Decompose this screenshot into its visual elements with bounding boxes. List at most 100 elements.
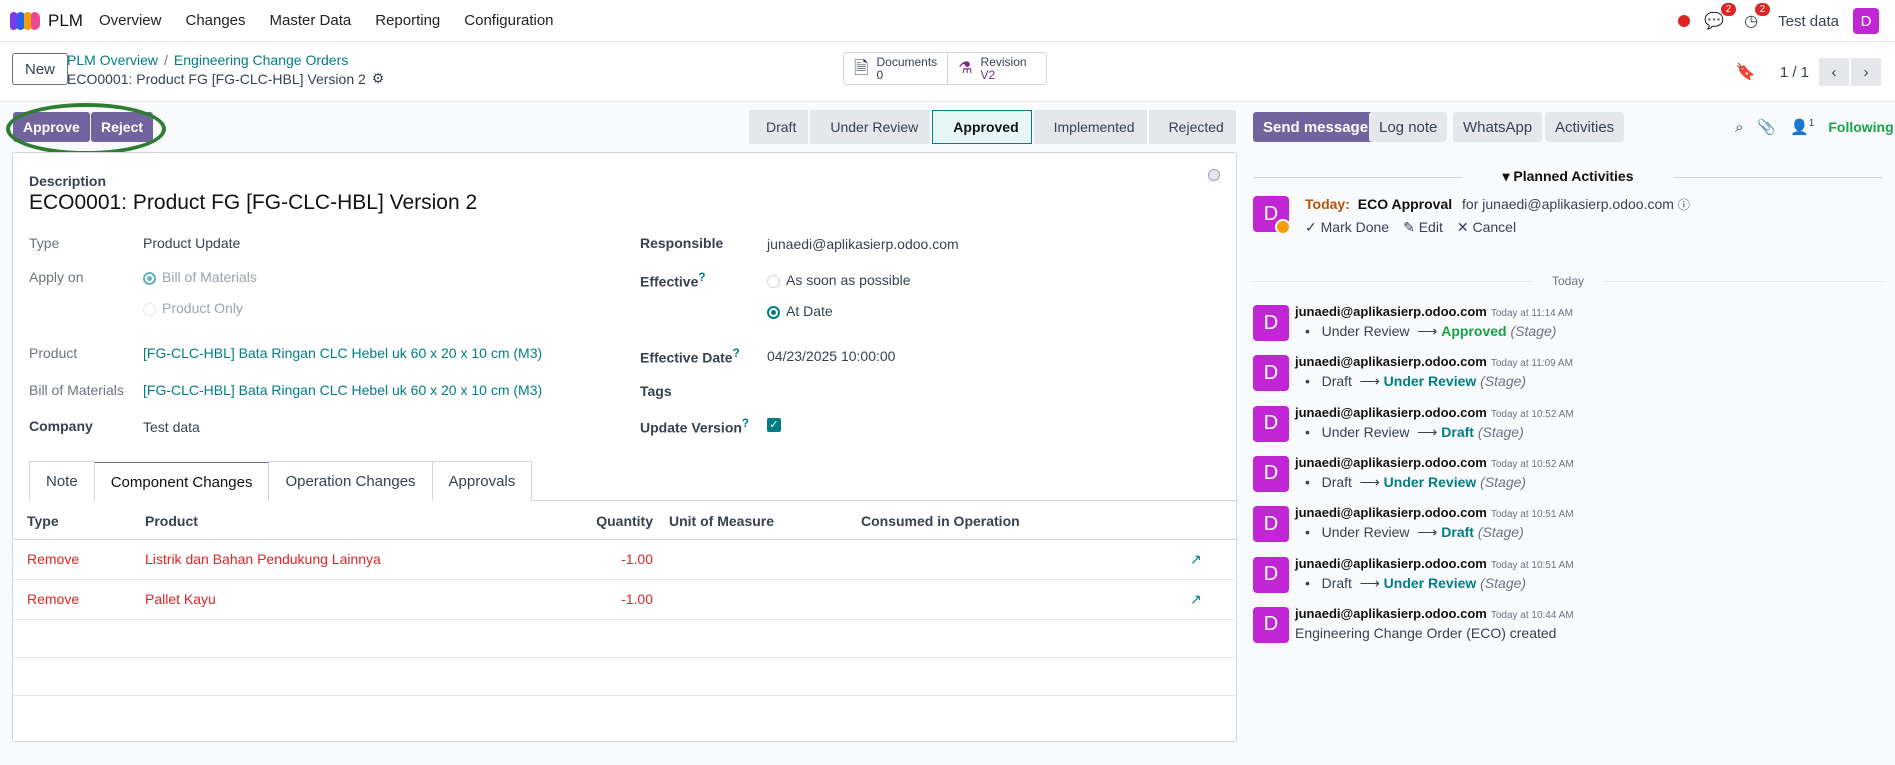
control-panel: New PLM Overview / Engineering Change Orde… <box>0 42 1895 102</box>
message-author[interactable]: junaedi@aplikasierp.odoo.com <box>1295 605 1487 621</box>
company-switcher[interactable]: Test data <box>1778 12 1839 30</box>
message-author[interactable]: junaedi@aplikasierp.odoo.com <box>1295 555 1487 571</box>
update-version-help[interactable]: ? <box>741 417 750 430</box>
info-icon[interactable]: ⓘ <box>1677 198 1690 212</box>
eco-title[interactable]: ECO0001: Product FG [FG-CLC-HBL] Version… <box>29 191 478 214</box>
menu-reporting[interactable]: Reporting <box>375 12 441 29</box>
row-quantity: -1.00 <box>511 579 661 620</box>
message-author[interactable]: junaedi@aplikasierp.odoo.com <box>1295 505 1487 521</box>
table-row[interactable]: Remove Pallet Kayu -1.00 ↗ <box>13 579 1236 620</box>
message-author[interactable]: junaedi@aplikasierp.odoo.com <box>1295 304 1487 319</box>
edit-link[interactable]: ✎ Edit <box>1403 219 1443 235</box>
chat-icon[interactable]: 💬 2 <box>1704 3 1737 31</box>
pager-next-button[interactable]: › <box>1851 58 1881 86</box>
mark-done-link[interactable]: ✓ Mark Done <box>1305 219 1390 235</box>
apply-product-option[interactable]: Product Only <box>143 300 243 316</box>
followers-icon[interactable]: 👤1 <box>1790 118 1815 136</box>
product-link[interactable]: [FG-CLC-HBL] Bata Ringan CLC Hebel uk 60… <box>143 345 543 361</box>
col-product[interactable]: Product <box>131 503 511 540</box>
whatsapp-button[interactable]: WhatsApp <box>1453 112 1543 142</box>
message-author[interactable]: junaedi@aplikasierp.odoo.com <box>1295 354 1487 370</box>
stage-under-review[interactable]: Under Review <box>810 110 931 144</box>
table-row[interactable]: Remove Listrik dan Bahan Pendukung Lainn… <box>13 539 1236 580</box>
message-item: junaedi@aplikasierp.odoo.com Today at 10:… <box>1295 504 1574 541</box>
col-consumed[interactable]: Consumed in Operation <box>847 503 1176 540</box>
pager-prev-button[interactable]: ‹ <box>1819 58 1849 86</box>
log-note-button[interactable]: Log note <box>1369 112 1448 142</box>
external-link-icon[interactable]: ↗ <box>1176 539 1236 580</box>
breadcrumb-plm-overview[interactable]: PLM Overview <box>67 52 159 68</box>
stage-approved[interactable]: Approved <box>932 110 1032 144</box>
tracking-from: Draft <box>1321 373 1352 390</box>
date-separator: Today <box>1253 274 1883 288</box>
message-author[interactable]: junaedi@aplikasierp.odoo.com <box>1295 404 1487 420</box>
update-version-label: Update Version? <box>640 417 749 436</box>
menu-master-data[interactable]: Master Data <box>269 12 352 29</box>
message-avatar[interactable]: D <box>1253 606 1289 643</box>
message-avatar[interactable]: D <box>1253 455 1289 492</box>
bom-link[interactable]: [FG-CLC-HBL] Bata Ringan CLC Hebel uk 60… <box>143 382 543 398</box>
effective-date-help[interactable]: ? <box>732 347 740 360</box>
message-avatar[interactable]: D <box>1253 305 1289 341</box>
message-author[interactable]: junaedi@aplikasierp.odoo.com <box>1295 454 1487 470</box>
responsible-value[interactable]: junaedi@aplikasierp.odoo.com <box>767 236 959 252</box>
new-button[interactable]: New <box>12 53 69 85</box>
tracking-to: Under Review <box>1383 473 1477 490</box>
empty-row <box>13 619 1236 658</box>
product-label: Product <box>29 345 78 361</box>
record-indicator-dot[interactable] <box>1678 15 1691 27</box>
external-link-icon[interactable]: ↗ <box>1176 579 1236 620</box>
following-button[interactable]: Following <box>1828 119 1894 135</box>
tab-operation-changes[interactable]: Operation Changes <box>268 461 433 501</box>
tracking-line: • Draft ⟶ Under Review (Stage) <box>1305 574 1527 591</box>
col-type[interactable]: Type <box>13 503 131 540</box>
app-logo[interactable] <box>10 11 40 30</box>
priority-indicator[interactable] <box>1208 169 1220 181</box>
col-quantity[interactable]: Quantity <box>511 503 661 540</box>
search-icon[interactable]: ⌕ <box>1735 118 1744 136</box>
send-message-button[interactable]: Send message <box>1253 112 1379 142</box>
documents-label: Documents <box>876 54 938 69</box>
message-avatar[interactable]: D <box>1253 355 1289 392</box>
tracking-field: (Stage) <box>1480 473 1527 490</box>
message-avatar[interactable]: D <box>1253 506 1289 543</box>
tags-label: Tags <box>640 383 672 399</box>
planned-activity: Today: ECO Approval for junaedi@aplikasi… <box>1305 196 1690 236</box>
menu-overview[interactable]: Overview <box>98 12 162 29</box>
effective-help[interactable]: ? <box>698 271 706 284</box>
documents-smart-button[interactable]: 🗎 Documents 0 <box>844 53 947 84</box>
menu-configuration[interactable]: Configuration <box>464 12 554 29</box>
message-time: Today at 11:14 AM <box>1490 308 1573 319</box>
clock-icon[interactable]: ◷ 2 <box>1744 3 1771 31</box>
update-version-checkbox[interactable]: ✓ <box>767 418 781 432</box>
breadcrumb-eco[interactable]: Engineering Change Orders <box>173 52 349 68</box>
planned-activities-header[interactable]: ▾ Planned Activities <box>1253 168 1883 185</box>
company-value[interactable]: Test data <box>143 419 200 435</box>
apply-bom-option[interactable]: Bill of Materials <box>143 269 257 285</box>
tab-note[interactable]: Note <box>29 461 95 501</box>
cancel-link[interactable]: ✕ Cancel <box>1456 219 1517 235</box>
tab-approvals[interactable]: Approvals <box>431 461 533 501</box>
stage-draft[interactable]: Draft <box>749 110 809 144</box>
message-avatar[interactable]: D <box>1253 405 1289 442</box>
breadcrumb: PLM Overview / Engineering Change Orders <box>67 52 349 68</box>
effective-date-value[interactable]: 04/23/2025 10:00:00 <box>767 348 896 364</box>
revision-smart-button[interactable]: ⚗ Revision V2 <box>947 53 1045 84</box>
stage-implemented[interactable]: Implemented <box>1033 110 1147 144</box>
bookmark-icon[interactable]: 🔖 <box>1735 64 1756 81</box>
paperclip-icon[interactable]: 📎 <box>1757 119 1777 136</box>
effective-asap-option[interactable]: As soon as possible <box>767 272 911 288</box>
effective-at-date-option[interactable]: At Date <box>767 303 833 319</box>
pager-value[interactable]: 1 / 1 <box>1779 63 1809 81</box>
activity-status-icon <box>1275 219 1291 235</box>
menu-changes[interactable]: Changes <box>185 12 246 29</box>
activities-button[interactable]: Activities <box>1545 112 1625 142</box>
message-avatar[interactable]: D <box>1253 556 1289 593</box>
gear-icon[interactable]: ⚙ <box>371 70 385 86</box>
app-name[interactable]: PLM <box>48 10 83 30</box>
tab-component-changes[interactable]: Component Changes <box>93 462 270 502</box>
stage-rejected[interactable]: Rejected <box>1148 110 1236 144</box>
type-value[interactable]: Product Update <box>143 235 241 251</box>
user-avatar[interactable]: D <box>1853 8 1879 34</box>
col-uom[interactable]: Unit of Measure <box>661 503 847 540</box>
